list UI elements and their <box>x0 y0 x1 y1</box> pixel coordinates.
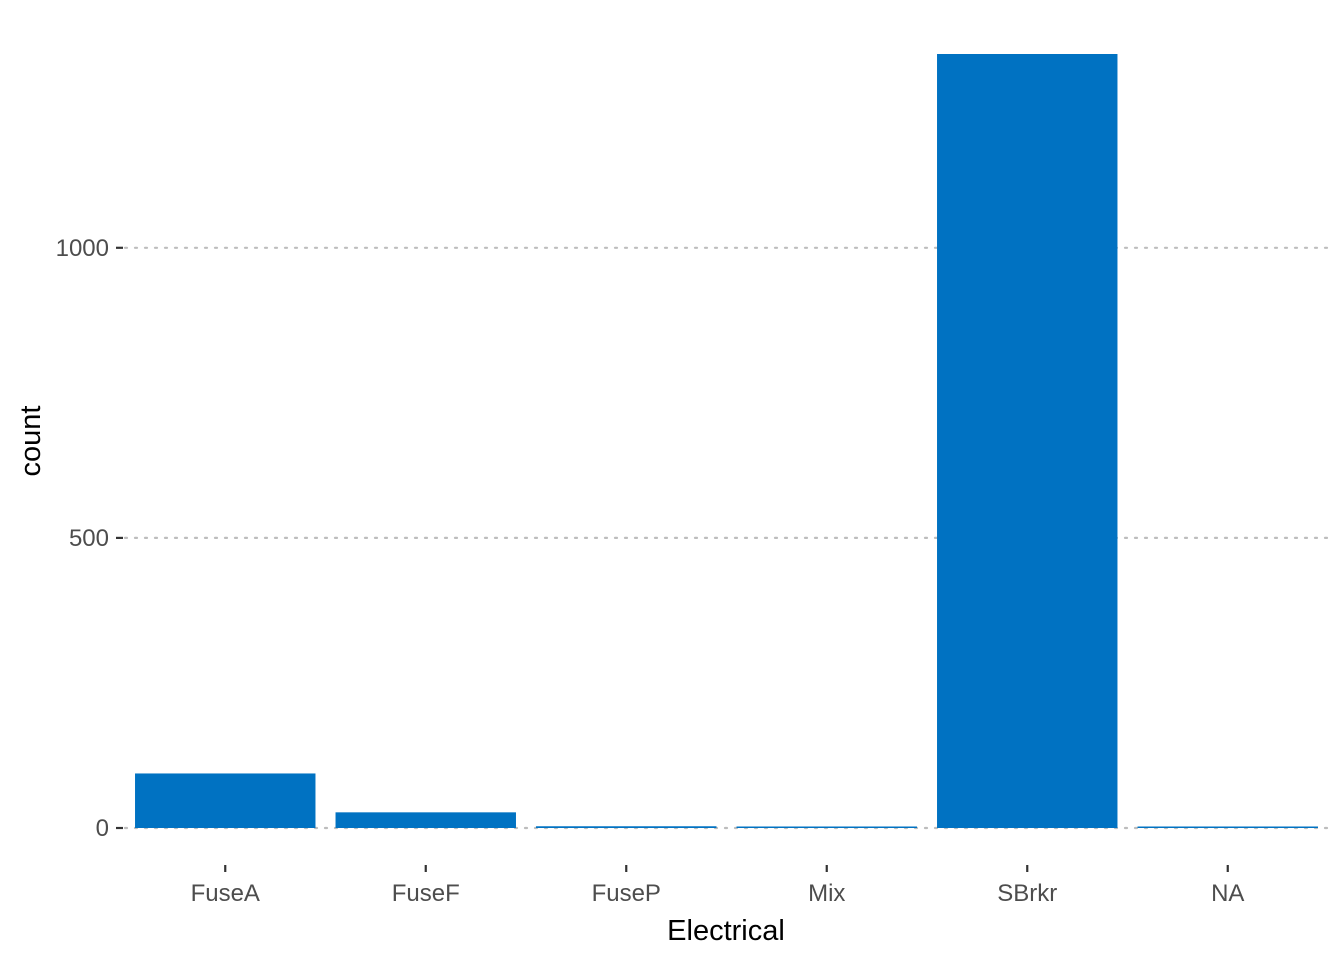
x-axis: FuseA FuseF FuseP Mix SBrkr NA <box>191 865 1244 907</box>
x-tick-label: FuseP <box>592 880 661 907</box>
grid-lines <box>123 246 1330 830</box>
x-tick-label: FuseF <box>392 880 460 907</box>
bar-sbrkr <box>937 54 1118 828</box>
x-tick-label: SBrkr <box>997 880 1057 907</box>
bar-fusep <box>536 826 717 828</box>
y-tick-label: 0 <box>96 815 109 842</box>
y-axis: 0 500 1000 <box>56 235 123 842</box>
x-tick-label: NA <box>1211 880 1244 907</box>
bars <box>135 54 1318 828</box>
y-tick-label: 1000 <box>56 235 109 262</box>
bar-fusea <box>135 773 316 828</box>
x-tick-label: Mix <box>808 880 845 907</box>
x-tick-label: FuseA <box>191 880 260 907</box>
bar-fusef <box>335 812 516 828</box>
y-tick-label: 500 <box>69 525 109 552</box>
x-axis-title: Electrical <box>667 915 785 947</box>
bar-mix <box>736 826 917 828</box>
y-axis-title: count <box>15 406 47 477</box>
bar-na <box>1137 826 1318 828</box>
